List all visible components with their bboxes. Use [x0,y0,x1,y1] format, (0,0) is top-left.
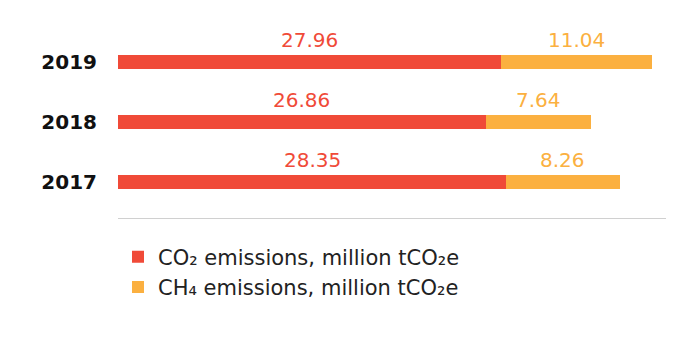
svg-text:11.04: 11.04 [548,28,605,52]
svg-text:26.86: 26.86 [273,88,330,112]
svg-text:2019: 2019 [41,50,97,74]
svg-text:27.96: 27.96 [281,28,338,52]
svg-text:8.26: 8.26 [540,148,585,172]
svg-text:CO₂ emissions, million tCO₂e: CO₂ emissions, million tCO₂e [158,246,459,270]
svg-text:28.35: 28.35 [284,148,341,172]
svg-text:2018: 2018 [41,110,97,134]
svg-text:CH₄ emissions, million tCO₂e: CH₄ emissions, million tCO₂e [158,276,458,300]
svg-text:2017: 2017 [41,170,97,194]
svg-text:7.64: 7.64 [516,88,561,112]
